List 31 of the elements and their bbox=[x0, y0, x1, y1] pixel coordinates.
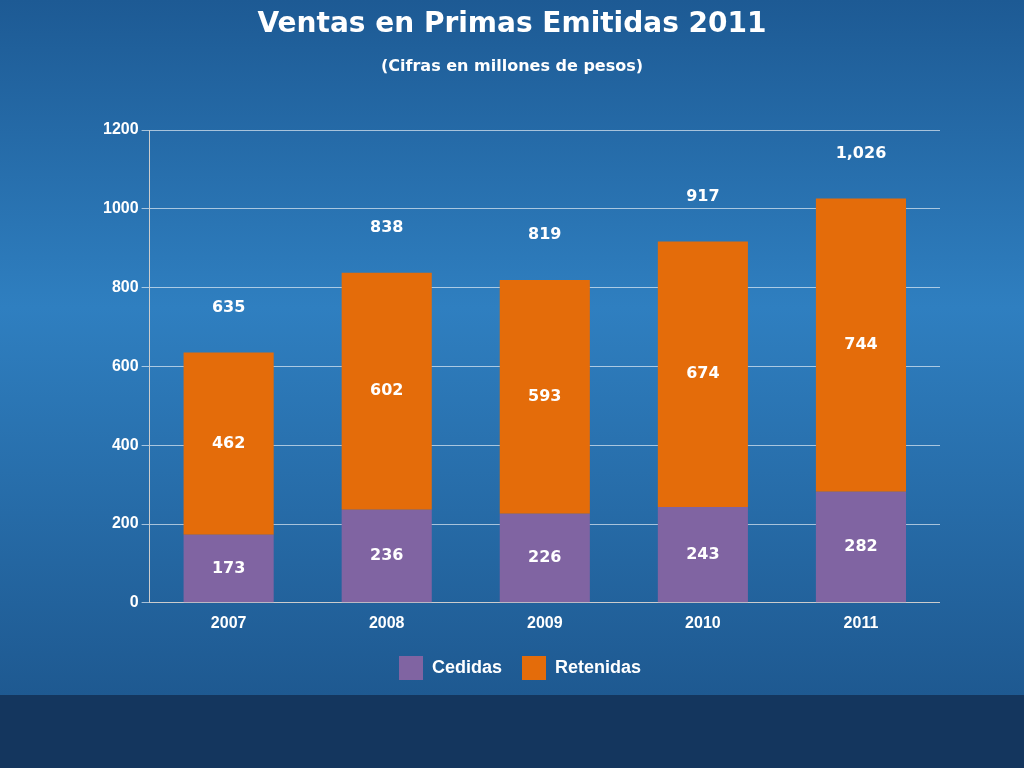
x-tick-label: 2010 bbox=[685, 613, 721, 631]
data-label: 282 bbox=[844, 536, 878, 556]
y-tick-label: 800 bbox=[111, 278, 139, 296]
y-tick-label: 400 bbox=[111, 435, 139, 453]
data-label: 243 bbox=[686, 543, 720, 563]
chart-title: Ventas en Primas Emitidas 2011 bbox=[256, 6, 768, 39]
data-label: 602 bbox=[370, 380, 404, 400]
data-label: 593 bbox=[528, 386, 562, 406]
total-label: 1,026 bbox=[835, 142, 887, 162]
y-tick-label: 1200 bbox=[103, 120, 139, 138]
total-label: 838 bbox=[370, 216, 404, 236]
data-label: 226 bbox=[528, 547, 562, 567]
data-label: 744 bbox=[844, 334, 878, 354]
legend-label: Cedidas bbox=[431, 656, 503, 677]
total-label: 917 bbox=[686, 185, 720, 205]
x-tick-label: 2011 bbox=[843, 613, 879, 631]
data-label: 236 bbox=[370, 545, 404, 565]
data-label: 462 bbox=[211, 432, 246, 452]
y-tick-label: 1000 bbox=[103, 199, 139, 217]
x-tick-label: 2008 bbox=[368, 613, 405, 631]
y-tick-label: 200 bbox=[111, 514, 139, 532]
chart-subtitle: (Cifras en millones de pesos) bbox=[379, 56, 645, 75]
data-label: 674 bbox=[686, 363, 720, 383]
legend-label: Retenidas bbox=[555, 656, 642, 677]
total-label: 635 bbox=[211, 296, 246, 316]
y-tick-label: 600 bbox=[111, 356, 139, 374]
total-label: 819 bbox=[528, 224, 562, 244]
y-tick-label: 0 bbox=[129, 593, 139, 611]
x-tick-label: 2007 bbox=[210, 613, 247, 631]
data-label: 173 bbox=[211, 557, 246, 577]
x-tick-label: 2009 bbox=[527, 613, 563, 631]
